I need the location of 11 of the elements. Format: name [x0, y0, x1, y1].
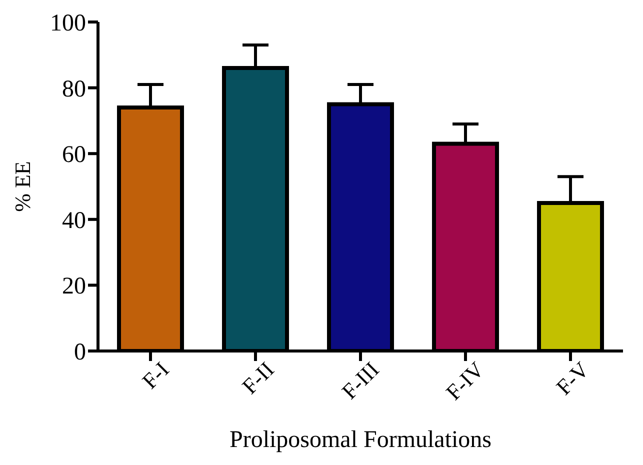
y-tick-label: 40	[62, 208, 86, 234]
y-tick-label: 100	[50, 10, 86, 37]
x-tick-label: F-V	[551, 356, 594, 400]
y-tick-label: 60	[62, 142, 86, 168]
x-tick-label: F-I	[137, 356, 174, 394]
y-tick-label: 80	[62, 76, 86, 102]
y-tick-label: 20	[62, 274, 86, 300]
y-tick-label: 0	[74, 340, 86, 366]
x-axis-title: Proliposomal Formulations	[229, 427, 492, 453]
y-axis-title: % EE	[10, 161, 35, 212]
x-tick-label: F-II	[236, 356, 279, 399]
